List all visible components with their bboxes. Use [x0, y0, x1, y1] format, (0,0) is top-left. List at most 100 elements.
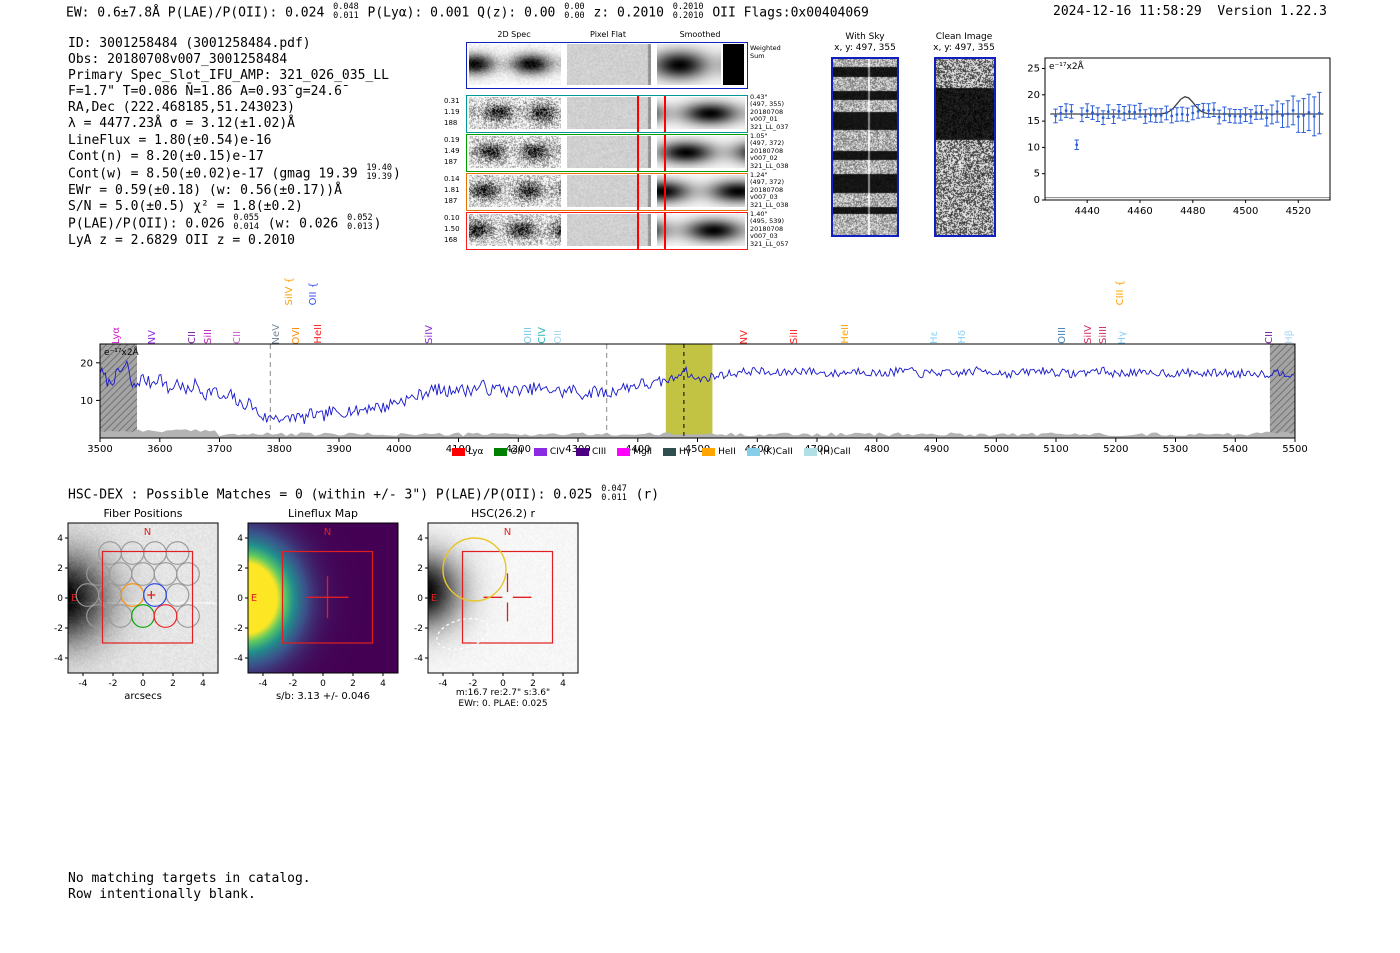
annotation-line: v007_01: [750, 115, 778, 124]
legend-item: Lyα: [452, 447, 483, 457]
svg-text:20: 20: [1027, 90, 1040, 101]
svg-text:-4: -4: [414, 654, 423, 664]
sky-image: [833, 59, 897, 235]
svg-text:0: 0: [417, 594, 423, 604]
fiber-overlay: -4 -4 -2 -2 0 0 2 2 4 4 N E: [54, 522, 219, 689]
hsc-dex-match-line: HSC-DEX : Possible Matches = 0 (within +…: [68, 484, 660, 503]
svg-text:e⁻¹⁷x2Å: e⁻¹⁷x2Å: [104, 346, 140, 358]
svg-text:4: 4: [57, 534, 63, 544]
svg-text:-4: -4: [259, 679, 268, 689]
stacked-uncertainty: 0.00 0.00: [564, 2, 585, 21]
stat-value: 187: [444, 197, 458, 205]
svg-text:5500: 5500: [1282, 444, 1307, 455]
stat-value: 1.81: [444, 186, 460, 194]
svg-text:4520: 4520: [1286, 206, 1311, 217]
masked-region: [723, 44, 744, 85]
line-center-marker: [637, 135, 639, 171]
line-center-marker: [637, 174, 639, 210]
report-date: 2024-12-16 11:58:29: [1053, 4, 1202, 19]
cutout-row-stats: 0.10 1.50 168: [444, 213, 464, 246]
svg-text:0: 0: [500, 679, 506, 689]
legend-swatch: [533, 448, 547, 456]
annotation-line: (497, 372): [750, 178, 785, 187]
emission-line-label: SiIV {: [284, 276, 295, 305]
svg-text:4440: 4440: [1074, 206, 1099, 217]
lineflux-overlay: -4 -4 -2 -2 0 0 2 2 4 4 N E: [234, 522, 399, 689]
smooth-image: [657, 214, 745, 246]
weighted-sum-cutout: [466, 42, 748, 89]
cutout-xlabel: arcsecs: [124, 691, 162, 702]
svg-text:0: 0: [320, 679, 326, 689]
legend-item: OII: [494, 447, 523, 457]
legend-item: MgII: [617, 447, 652, 457]
legend-swatch: [575, 448, 589, 456]
cutout-title: Lineflux Map: [287, 507, 359, 520]
svg-text:2: 2: [417, 564, 423, 574]
col-header-pixelflat: Pixel Flat: [590, 30, 626, 39]
annotation-line: v007_03: [750, 193, 778, 202]
clean-image: [936, 59, 994, 235]
legend-swatch: [803, 448, 817, 456]
svg-text:4: 4: [380, 679, 386, 689]
legend-swatch: [617, 448, 631, 456]
cutout-row-annotation: 1.24" (497, 372) 20180708 v007_03 321_LL_038: [750, 171, 816, 209]
annotation-line: 321_LL_057: [750, 239, 789, 248]
line-center-marker: [637, 96, 639, 132]
stacked-uncertainty: 0.047 0.011: [601, 484, 627, 503]
svg-text:5000: 5000: [984, 444, 1009, 455]
full-spectrum-plot: 3500360037003800390040004100420043004400…: [80, 343, 1308, 455]
cutout-row-stats: 0.14 1.81 187: [444, 174, 464, 207]
legend-swatch: [702, 448, 716, 456]
annotation-line: 1.05": [750, 132, 768, 140]
clean-coords: x, y: 497, 355: [933, 43, 995, 53]
cutout-row-annotation: 1.05" (497, 372) 20180708 v007_02 321_LL_038: [750, 132, 816, 170]
legend-item: HeII: [702, 447, 736, 457]
svg-text:-2: -2: [109, 679, 118, 689]
smooth-image: [657, 97, 745, 129]
stat-value: 168: [444, 236, 458, 244]
legend-label: Hγ: [679, 447, 692, 457]
legend-item: CIV: [533, 447, 565, 457]
annotation-line: (495, 539): [750, 217, 785, 226]
svg-text:-2: -2: [234, 624, 243, 634]
annotation-line: 321_LL_038: [750, 161, 789, 170]
cutout-title: Fiber Positions: [103, 507, 183, 520]
smooth-image: [657, 44, 721, 85]
svg-text:E: E: [431, 593, 437, 604]
info-line: S/N = 5.0(±0.5) χ² = 1.8(±0.2): [68, 198, 303, 214]
svg-text:4500: 4500: [1233, 206, 1258, 217]
legend-label: (K)CaII: [762, 447, 793, 457]
info-line: F=1.7" T=0.086 N̄=1.86 A=0.93̄ g=24.6̄: [68, 84, 342, 100]
line-center-marker: [664, 213, 666, 249]
smooth-image: [657, 175, 745, 207]
weighted-sum-text: Weighted: [750, 44, 781, 52]
annotation-line: 1.40": [750, 210, 768, 218]
svg-text:5300: 5300: [1163, 444, 1188, 455]
svg-text:10: 10: [1027, 142, 1040, 153]
weighted-sum-label: Weighted Sum: [750, 44, 781, 60]
svg-text:5400: 5400: [1223, 444, 1248, 455]
col-header-2dspec: 2D Spec: [497, 30, 531, 39]
stacked-uncertainty: 0.052 0.013: [347, 212, 373, 232]
specN-image: [469, 175, 561, 207]
legend-label: MgII: [633, 447, 653, 457]
svg-text:3700: 3700: [207, 444, 232, 455]
info-line: ID: 3001258484 (3001258484.pdf): [68, 36, 311, 51]
svg-text:4700: 4700: [804, 444, 829, 455]
svg-text:2: 2: [170, 679, 176, 689]
svg-text:-2: -2: [469, 679, 478, 689]
annotation-line: 20180708: [750, 185, 784, 194]
svg-text:2: 2: [57, 564, 63, 574]
cutout-row: [466, 134, 748, 172]
cutout-row: [466, 95, 748, 133]
svg-text:4900: 4900: [924, 444, 949, 455]
legend-label: CIII: [591, 447, 607, 457]
cutout-xlabel: s/b: 3.13 +/- 0.046: [275, 691, 371, 702]
detection-info-block: ID: 3001258484 (3001258484.pdf) Obs: 2018…: [68, 36, 401, 249]
stat-value: 0.14: [444, 175, 460, 183]
svg-text:4200: 4200: [506, 444, 531, 455]
cutout-xlabel: m:16.7 re:2.7" s:3.6": [455, 688, 551, 698]
info-line: RA,Dec (222.468185,51.243023): [68, 100, 295, 116]
